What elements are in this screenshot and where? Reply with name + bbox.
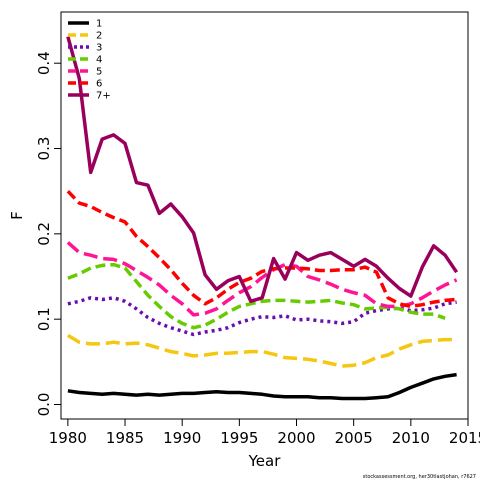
series-line-2 [67, 333, 457, 368]
series-line-5 [66, 241, 458, 317]
legend-label-1: 1 [96, 19, 102, 30]
legend-label-7plus: 7+ [96, 91, 111, 102]
x-tick-label: 2000 [277, 429, 315, 447]
y-tick-label: 0.0 [35, 393, 53, 417]
x-tick-label: 2005 [335, 429, 373, 447]
y-tick-label: 0.1 [35, 307, 53, 331]
legend-label-6: 6 [96, 79, 102, 90]
series-line-1 [67, 372, 457, 401]
y-axis: 0.0 0.1 0.2 0.3 0.4 [35, 51, 61, 416]
legend-label-4: 4 [96, 55, 102, 66]
x-axis: 1980 1985 1990 1995 2000 2005 2010 2015 [49, 419, 480, 447]
x-tick-label: 2015 [449, 429, 480, 447]
series-lines [66, 36, 459, 401]
x-tick-label: 1985 [106, 429, 144, 447]
legend-label-5: 5 [96, 67, 102, 78]
x-tick-label: 2010 [392, 429, 430, 447]
series-line-3 [67, 296, 457, 337]
plot-frame [60, 11, 469, 420]
x-tick-label: 1980 [49, 429, 87, 447]
legend-label-2: 2 [96, 31, 102, 42]
series-line-7plus [66, 36, 459, 304]
x-tick-label: 1990 [163, 429, 201, 447]
y-axis-label: F [8, 211, 26, 220]
legend-label-3: 3 [96, 43, 102, 54]
y-tick-label: 0.4 [35, 51, 53, 75]
y-tick-label: 0.3 [35, 137, 53, 161]
y-tick-label: 0.2 [35, 222, 53, 246]
credit-text: stockassessment.org, her30tlastjohan, r7… [363, 474, 476, 480]
x-tick-label: 1995 [220, 429, 258, 447]
series-line-4 [67, 262, 446, 330]
x-axis-label: Year [248, 452, 282, 470]
series-line-6 [66, 189, 457, 309]
